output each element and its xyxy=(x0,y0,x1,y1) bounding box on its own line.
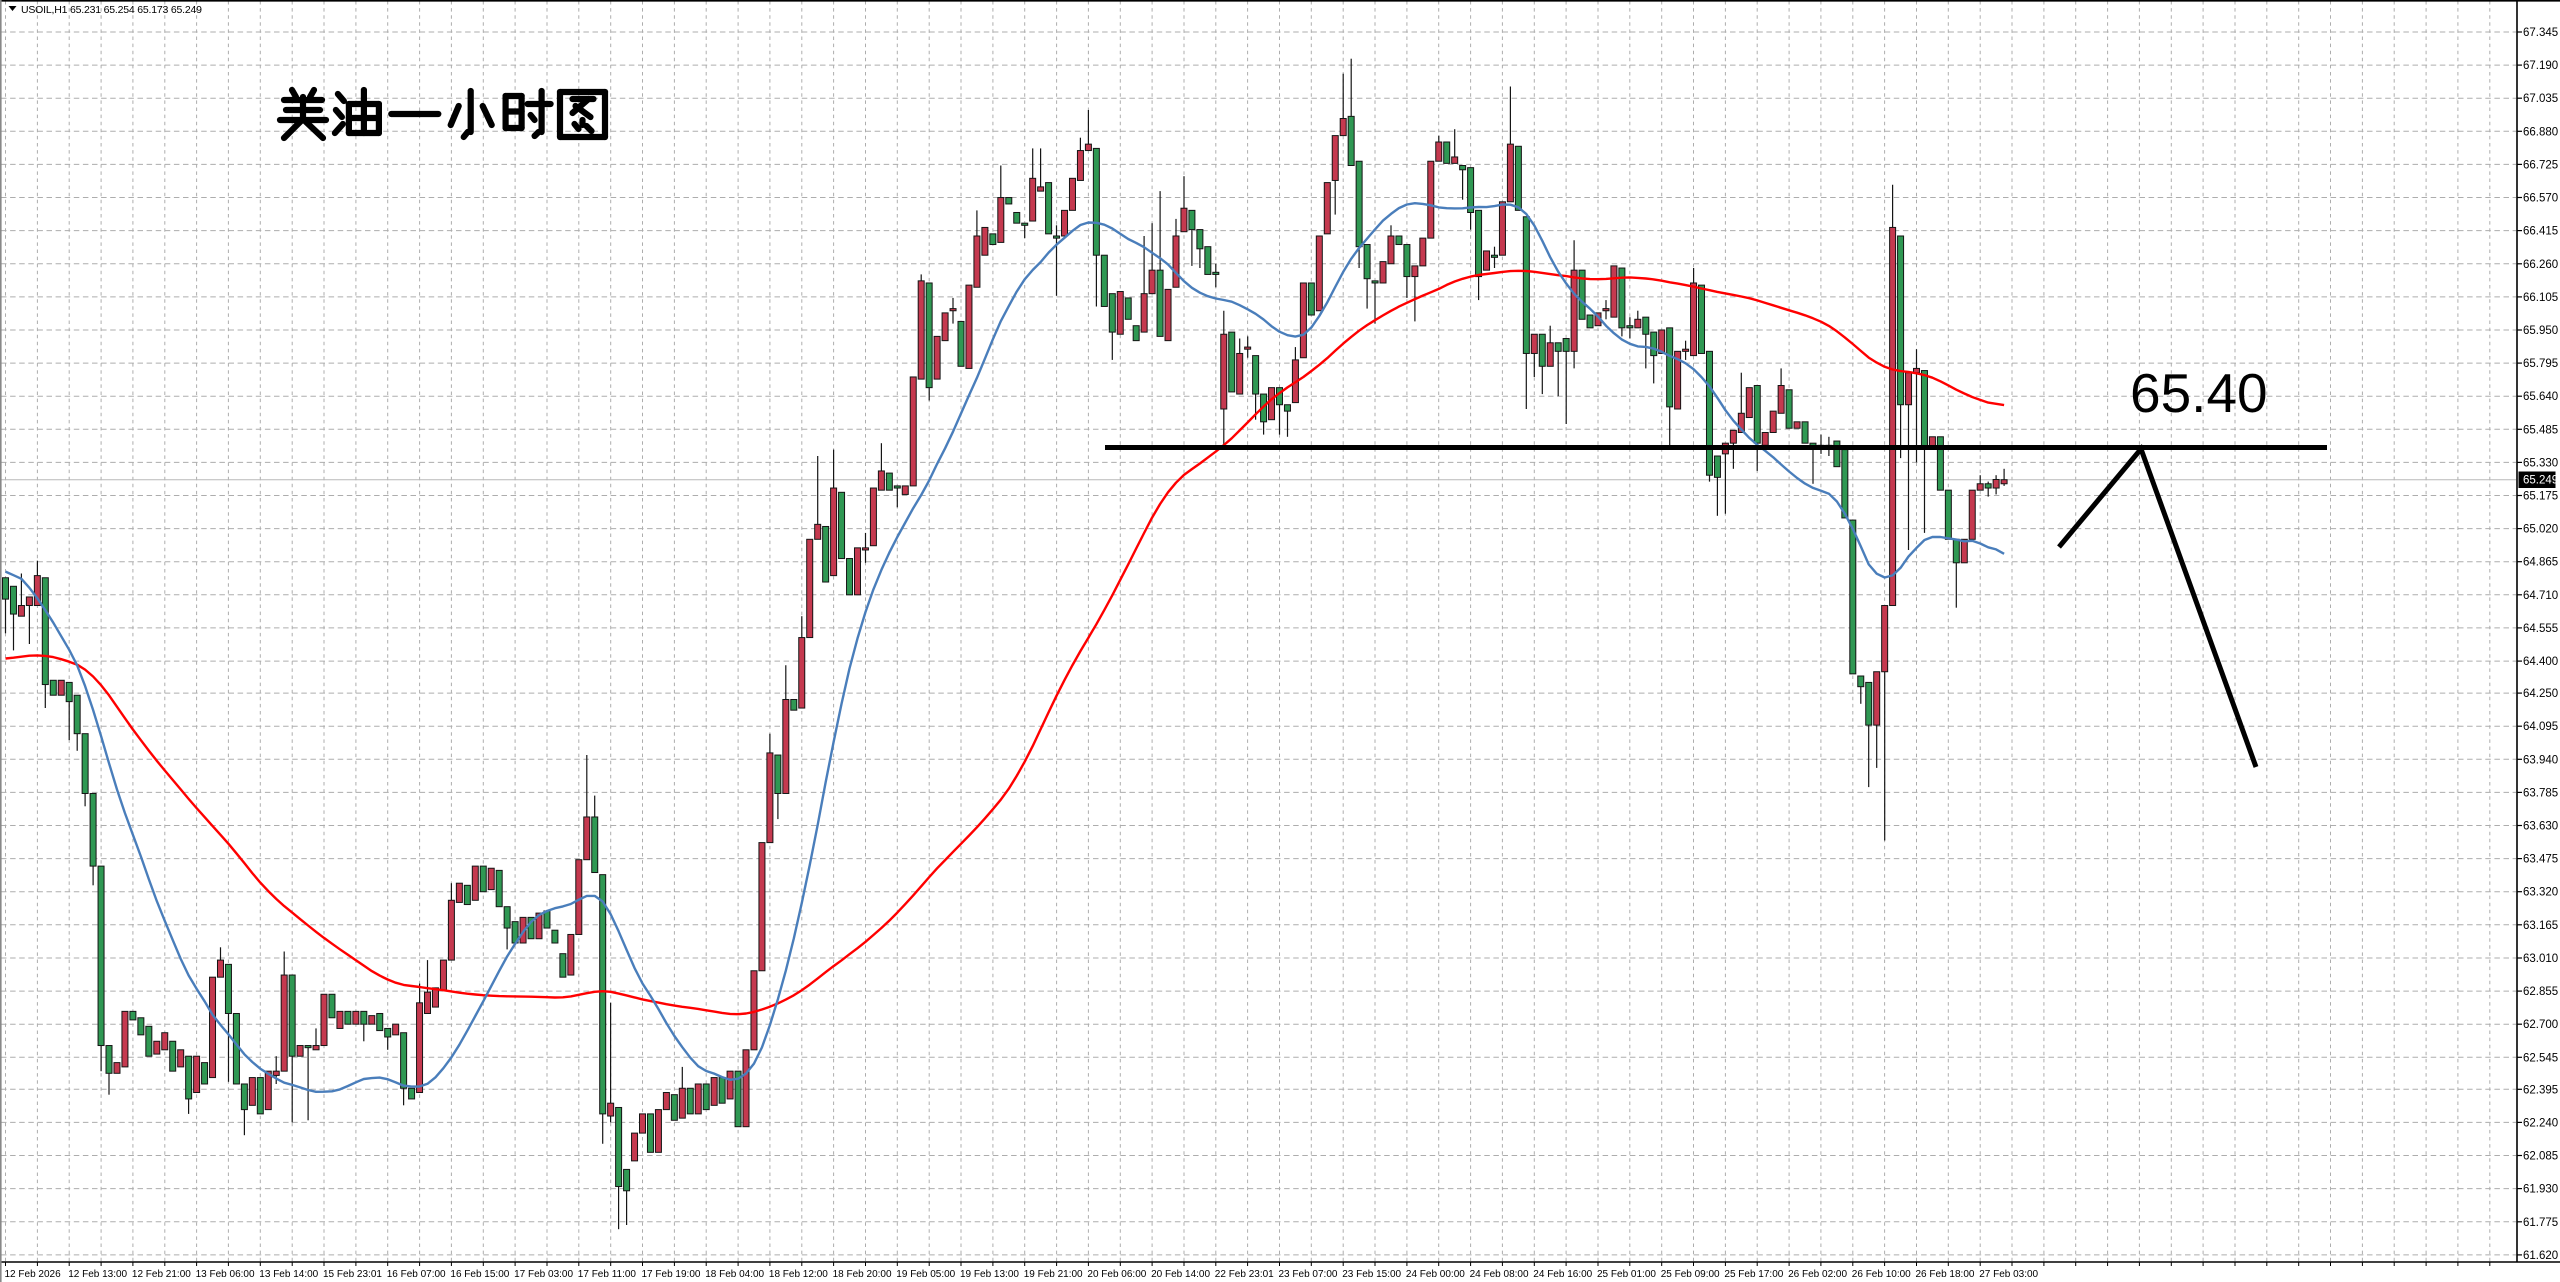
svg-text:63.320: 63.320 xyxy=(2523,887,2558,899)
svg-text:64.250: 64.250 xyxy=(2523,688,2558,700)
svg-text:24 Feb 16:00: 24 Feb 16:00 xyxy=(1533,1269,1592,1280)
svg-text:25 Feb 17:00: 25 Feb 17:00 xyxy=(1724,1269,1783,1280)
svg-text:12 Feb 2026: 12 Feb 2026 xyxy=(5,1269,62,1280)
svg-text:65.795: 65.795 xyxy=(2523,358,2558,370)
svg-text:23 Feb 07:00: 23 Feb 07:00 xyxy=(1279,1269,1338,1280)
svg-text:61.930: 61.930 xyxy=(2523,1184,2558,1196)
svg-text:62.240: 62.240 xyxy=(2523,1117,2558,1129)
svg-text:12 Feb 21:00: 12 Feb 21:00 xyxy=(132,1269,191,1280)
svg-text:USOIL,H1: USOIL,H1 xyxy=(21,4,68,16)
svg-text:67.345: 67.345 xyxy=(2523,27,2558,39)
svg-text:62.395: 62.395 xyxy=(2523,1084,2558,1096)
svg-text:66.725: 66.725 xyxy=(2523,159,2558,171)
svg-text:65.640: 65.640 xyxy=(2523,391,2558,403)
svg-text:66.105: 66.105 xyxy=(2523,292,2558,304)
svg-text:66.260: 66.260 xyxy=(2523,259,2558,271)
svg-text:63.940: 63.940 xyxy=(2523,754,2558,766)
svg-text:26 Feb 18:00: 26 Feb 18:00 xyxy=(1916,1269,1975,1280)
svg-text:61.775: 61.775 xyxy=(2523,1217,2558,1229)
svg-text:64.095: 64.095 xyxy=(2523,721,2558,733)
svg-text:65.020: 65.020 xyxy=(2523,524,2558,536)
svg-text:17 Feb 03:00: 17 Feb 03:00 xyxy=(514,1269,573,1280)
svg-text:23 Feb 15:00: 23 Feb 15:00 xyxy=(1342,1269,1401,1280)
svg-text:66.415: 66.415 xyxy=(2523,226,2558,238)
svg-text:24 Feb 08:00: 24 Feb 08:00 xyxy=(1470,1269,1529,1280)
svg-text:27 Feb 03:00: 27 Feb 03:00 xyxy=(1979,1269,2038,1280)
svg-text:62.545: 62.545 xyxy=(2523,1052,2558,1064)
svg-text:17 Feb 19:00: 17 Feb 19:00 xyxy=(642,1269,701,1280)
svg-text:63.630: 63.630 xyxy=(2523,821,2558,833)
svg-text:12 Feb 13:00: 12 Feb 13:00 xyxy=(68,1269,127,1280)
svg-text:22 Feb 23:01: 22 Feb 23:01 xyxy=(1215,1269,1274,1280)
svg-text:63.785: 63.785 xyxy=(2523,787,2558,799)
svg-text:63.010: 63.010 xyxy=(2523,953,2558,965)
svg-text:17 Feb 11:00: 17 Feb 11:00 xyxy=(578,1269,637,1280)
svg-text:64.555: 64.555 xyxy=(2523,623,2558,635)
svg-text:19 Feb 21:00: 19 Feb 21:00 xyxy=(1024,1269,1083,1280)
svg-text:66.880: 66.880 xyxy=(2523,126,2558,138)
svg-text:65.40: 65.40 xyxy=(2130,362,2268,424)
svg-text:13 Feb 14:00: 13 Feb 14:00 xyxy=(259,1269,318,1280)
svg-text:64.400: 64.400 xyxy=(2523,656,2558,668)
svg-text:66.570: 66.570 xyxy=(2523,193,2558,205)
svg-text:61.620: 61.620 xyxy=(2523,1250,2558,1262)
svg-text:65.231 65.254 65.173 65.249: 65.231 65.254 65.173 65.249 xyxy=(70,4,202,16)
svg-text:19 Feb 05:00: 19 Feb 05:00 xyxy=(896,1269,955,1280)
svg-text:62.085: 62.085 xyxy=(2523,1151,2558,1163)
svg-text:18 Feb 20:00: 18 Feb 20:00 xyxy=(833,1269,892,1280)
svg-text:64.865: 64.865 xyxy=(2523,557,2558,569)
svg-text:62.700: 62.700 xyxy=(2523,1019,2558,1031)
svg-text:19 Feb 13:00: 19 Feb 13:00 xyxy=(960,1269,1019,1280)
svg-text:62.855: 62.855 xyxy=(2523,986,2558,998)
svg-text:20 Feb 14:00: 20 Feb 14:00 xyxy=(1151,1269,1210,1280)
svg-text:16 Feb 15:00: 16 Feb 15:00 xyxy=(450,1269,509,1280)
svg-text:18 Feb 12:00: 18 Feb 12:00 xyxy=(769,1269,828,1280)
svg-text:26 Feb 02:00: 26 Feb 02:00 xyxy=(1788,1269,1847,1280)
svg-text:13 Feb 06:00: 13 Feb 06:00 xyxy=(196,1269,255,1280)
svg-text:26 Feb 10:00: 26 Feb 10:00 xyxy=(1852,1269,1911,1280)
svg-text:65.330: 65.330 xyxy=(2523,457,2558,469)
svg-text:65.249: 65.249 xyxy=(2523,475,2558,487)
svg-text:64.710: 64.710 xyxy=(2523,590,2558,602)
svg-text:67.190: 67.190 xyxy=(2523,60,2558,72)
svg-text:63.165: 63.165 xyxy=(2523,920,2558,932)
svg-text:63.475: 63.475 xyxy=(2523,854,2558,866)
svg-text:65.950: 65.950 xyxy=(2523,325,2558,337)
svg-text:67.035: 67.035 xyxy=(2523,93,2558,105)
svg-text:65.485: 65.485 xyxy=(2523,424,2558,436)
svg-text:20 Feb 06:00: 20 Feb 06:00 xyxy=(1087,1269,1146,1280)
svg-text:18 Feb 04:00: 18 Feb 04:00 xyxy=(705,1269,764,1280)
svg-text:16 Feb 07:00: 16 Feb 07:00 xyxy=(387,1269,446,1280)
svg-text:15 Feb 23:01: 15 Feb 23:01 xyxy=(323,1269,382,1280)
svg-text:25 Feb 09:00: 25 Feb 09:00 xyxy=(1661,1269,1720,1280)
svg-text:24 Feb 00:00: 24 Feb 00:00 xyxy=(1406,1269,1465,1280)
svg-text:65.175: 65.175 xyxy=(2523,491,2558,503)
svg-text:25 Feb 01:00: 25 Feb 01:00 xyxy=(1597,1269,1656,1280)
